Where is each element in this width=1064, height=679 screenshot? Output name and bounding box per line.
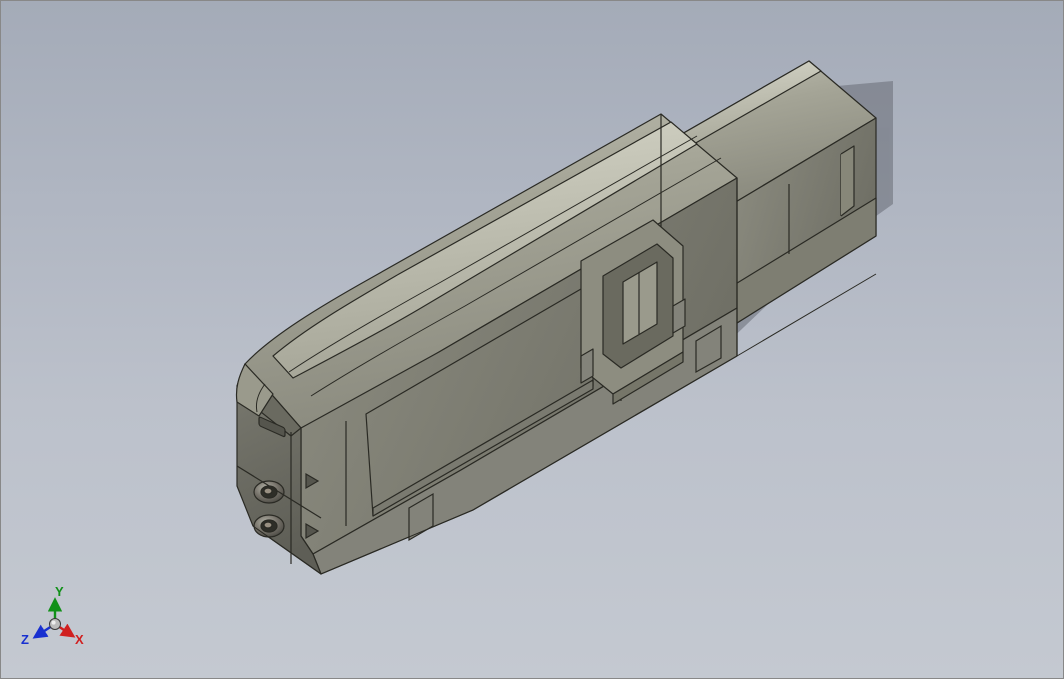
axis-z-label: Z <box>21 632 29 647</box>
orientation-triad[interactable]: Y X Z <box>19 588 91 660</box>
model-svg <box>141 56 921 586</box>
axis-y-label: Y <box>55 584 64 599</box>
axis-x-label: X <box>75 632 84 647</box>
cad-viewport[interactable]: Y X Z <box>0 0 1064 679</box>
model-3d[interactable] <box>141 56 921 586</box>
